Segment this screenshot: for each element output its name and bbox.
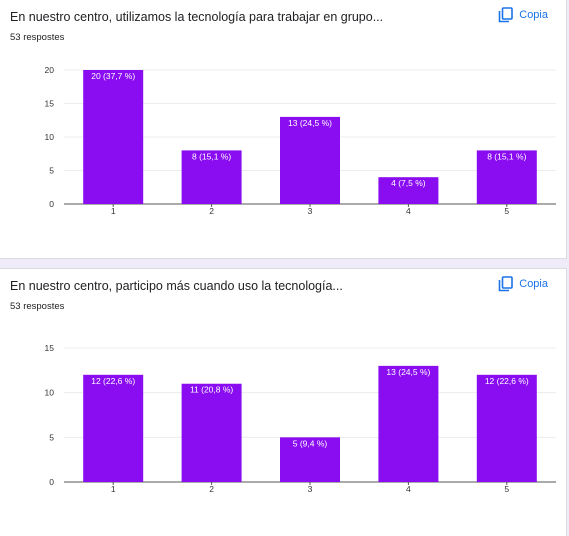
bar[interactable] xyxy=(476,150,537,204)
y-tick-label: 10 xyxy=(45,132,55,142)
bar[interactable] xyxy=(181,383,242,482)
x-tick-label: 3 xyxy=(308,206,313,216)
question-card: En nuestro centro, participo más cuando … xyxy=(0,268,567,536)
bar-data-label: 8 (15,1 %) xyxy=(192,151,231,161)
copy-chart-button[interactable]: Copia xyxy=(498,276,548,292)
x-tick-label: 2 xyxy=(209,206,214,216)
question-card: En nuestro centro, utilizamos la tecnolo… xyxy=(0,0,567,259)
bar-chart: 0 5 10 15 20 20 (37,7 %) 1 8 (15,1 %) 2 13 (24,5 … xyxy=(45,65,556,216)
x-tick-label: 5 xyxy=(504,484,509,494)
bar[interactable] xyxy=(378,177,439,204)
bar-data-label: 20 (37,7 %) xyxy=(91,71,135,81)
copy-chart-button[interactable]: Copia xyxy=(498,7,548,23)
bar-data-label: 8 (15,1 %) xyxy=(487,151,526,161)
response-count: 53 respostes xyxy=(10,32,65,43)
bar-data-label: 4 (7,5 %) xyxy=(391,178,426,188)
bar-data-label: 12 (22,6 %) xyxy=(485,376,529,386)
bar-data-label: 13 (24,5 %) xyxy=(386,367,430,377)
bar[interactable] xyxy=(280,437,340,482)
x-tick-label: 1 xyxy=(111,206,116,216)
bar[interactable] xyxy=(378,365,439,482)
y-tick-label: 5 xyxy=(49,432,54,442)
y-tick-label: 0 xyxy=(49,477,54,487)
y-tick-label: 15 xyxy=(45,99,55,109)
bar[interactable] xyxy=(181,150,242,204)
x-tick-label: 4 xyxy=(406,484,411,494)
question-title: En nuestro centro, utilizamos la tecnolo… xyxy=(10,10,384,24)
y-tick-label: 20 xyxy=(45,65,55,75)
x-tick-label: 3 xyxy=(308,484,313,494)
y-tick-label: 15 xyxy=(45,343,55,353)
y-tick-label: 10 xyxy=(45,388,55,398)
x-tick-label: 1 xyxy=(111,484,116,494)
x-tick-label: 4 xyxy=(406,206,411,216)
bar-data-label: 11 (20,8 %) xyxy=(190,385,233,395)
bar[interactable] xyxy=(280,116,340,204)
response-count: 53 respostes xyxy=(10,301,65,312)
y-tick-label: 5 xyxy=(49,166,54,176)
bar[interactable] xyxy=(83,374,144,482)
bar-data-label: 12 (22,6 %) xyxy=(91,376,135,386)
y-tick-label: 0 xyxy=(49,199,54,209)
question-title: En nuestro centro, participo más cuando … xyxy=(10,279,343,293)
bar[interactable] xyxy=(83,70,144,204)
copy-content-icon xyxy=(498,276,514,292)
bar-data-label: 13 (24,5 %) xyxy=(288,118,332,128)
bar-data-label: 5 (9,4 %) xyxy=(293,438,328,448)
copy-content-icon xyxy=(498,7,514,23)
copy-label: Copia xyxy=(519,9,548,21)
copy-label: Copia xyxy=(519,278,548,290)
bar-chart: 0 5 10 15 12 (22,6 %) 1 11 (20,8 %) 2 5 (9,4 %) 3… xyxy=(45,343,556,494)
x-tick-label: 5 xyxy=(504,206,509,216)
bar[interactable] xyxy=(476,374,537,482)
x-tick-label: 2 xyxy=(209,484,214,494)
